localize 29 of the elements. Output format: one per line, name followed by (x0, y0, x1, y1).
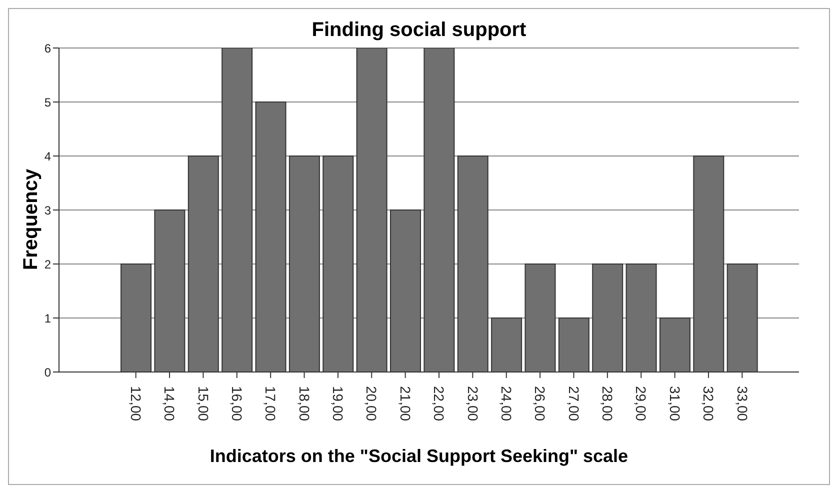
x-tick-label: 18,00 (296, 386, 312, 422)
x-tick-label: 14,00 (162, 386, 178, 422)
x-tick-label: 28,00 (600, 386, 616, 422)
x-tick-label: 27,00 (566, 386, 582, 422)
x-tick-label: 20,00 (364, 386, 380, 422)
y-axis-title: Frequency (20, 168, 44, 270)
x-axis-title: Indicators on the "Social Support Seeking" scale (208, 446, 630, 467)
x-tick-label: 17,00 (262, 386, 279, 422)
x-tick-label: 12,00 (128, 386, 144, 422)
y-tick-label: 2 (44, 257, 52, 272)
x-tick-label: 26,00 (532, 386, 548, 422)
x-tick-label: 16,00 (228, 386, 245, 422)
y-tick-label: 6 (44, 41, 52, 56)
x-tick-label: 24,00 (498, 386, 514, 422)
x-tick-label: 19,00 (330, 386, 346, 422)
x-tick-label: 15,00 (195, 386, 212, 422)
x-tick-label: 31,00 (666, 386, 683, 422)
x-tick-label: 23,00 (464, 386, 481, 422)
y-tick-label: 5 (44, 95, 52, 110)
chart-title: Finding social support (310, 19, 528, 42)
y-tick-label: 0 (44, 365, 52, 380)
x-tick-label: 29,00 (633, 386, 650, 422)
x-tick-label: 32,00 (700, 386, 717, 422)
x-tick-label: 22,00 (431, 386, 448, 422)
y-tick-label: 3 (44, 203, 52, 218)
y-tick-label: 4 (44, 149, 52, 164)
x-tick-label: 33,00 (734, 386, 750, 422)
y-tick-label: 1 (44, 311, 52, 326)
x-tick-label: 21,00 (397, 386, 414, 422)
